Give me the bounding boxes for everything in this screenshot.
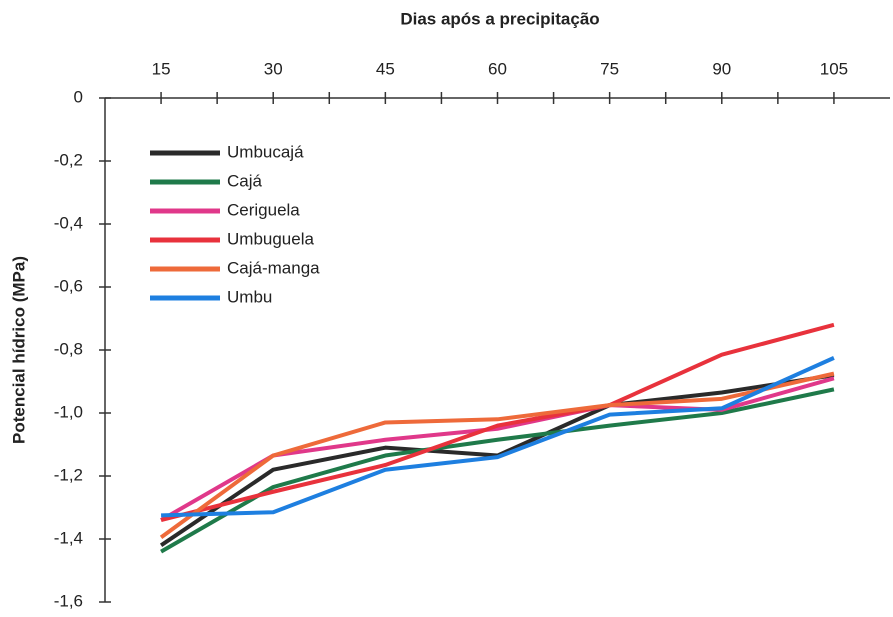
y-tick-label: 0 [74,87,83,106]
y-tick-label: -0,6 [54,276,83,295]
x-tick-label: 60 [488,59,507,78]
legend-label: Umbu [227,287,272,306]
legend-label: Cajá-manga [227,258,320,277]
legend-label: Cajá [227,171,263,190]
series-line [161,356,835,518]
y-tick-label: -1,2 [54,465,83,484]
series-line [159,371,835,540]
y-tick-label: -0,4 [54,213,83,232]
legend-label: Umbucajá [227,142,304,161]
x-tick-label: 15 [152,59,171,78]
x-tick-label: 30 [264,59,283,78]
x-tick-label: 105 [820,59,848,78]
chart-title: Dias após a precipitação [400,9,599,28]
x-tick-label: 45 [376,59,395,78]
legend-label: Ceriguela [227,200,300,219]
y-tick-label: -0,2 [54,150,83,169]
series-line [160,387,835,554]
y-tick-label: -1,4 [54,528,83,547]
y-tick-label: -1,0 [54,402,83,421]
y-tick-label: -1,6 [54,591,83,610]
y-axis-label: Potencial hídrico (MPa) [9,256,28,444]
x-tick-label: 90 [712,59,731,78]
y-tick-label: -0,8 [54,339,83,358]
legend-label: Umbuguela [227,229,314,248]
series-line [160,376,835,522]
series-line [160,322,835,523]
x-tick-label: 75 [600,59,619,78]
